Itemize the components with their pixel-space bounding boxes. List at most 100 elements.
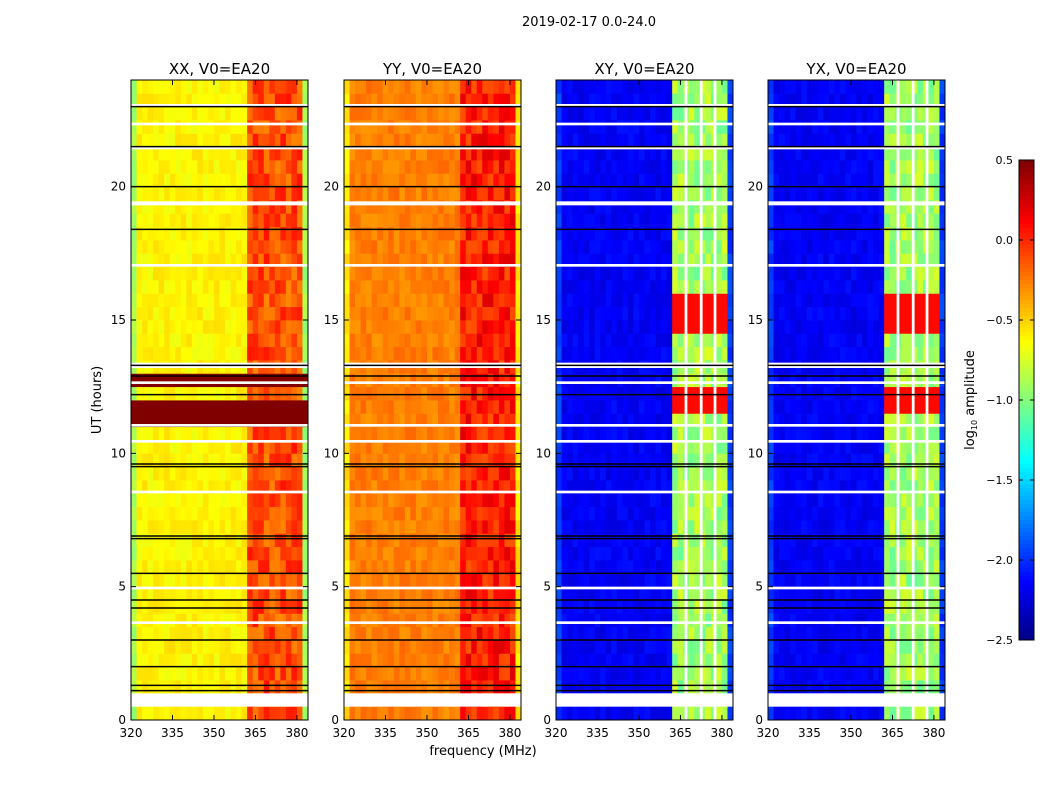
- heatmap-cell: [595, 427, 601, 441]
- heatmap-cell: [286, 600, 292, 614]
- heatmap-cell: [650, 333, 656, 347]
- heatmap-cell: [416, 547, 422, 561]
- heatmap-cell: [578, 640, 584, 654]
- heatmap-cell: [153, 493, 159, 507]
- heatmap-cell: [225, 213, 231, 227]
- heatmap-cell: [589, 680, 595, 694]
- heatmap-cell: [667, 267, 673, 281]
- heatmap-cell: [197, 680, 203, 694]
- heatmap-cell: [242, 187, 248, 201]
- heatmap-cell: [562, 173, 568, 187]
- heatmap-cell: [297, 560, 303, 574]
- heatmap-cell: [181, 280, 187, 294]
- heatmap-cell: [231, 560, 237, 574]
- heatmap-cell: [504, 173, 510, 187]
- heatmap-cell: [584, 213, 590, 227]
- heatmap-cell: [628, 387, 634, 401]
- heatmap-cell: [834, 667, 840, 681]
- heatmap-cell: [399, 467, 405, 481]
- heatmap-cell: [595, 293, 601, 307]
- heatmap-cell: [220, 573, 226, 587]
- heatmap-cell: [449, 187, 455, 201]
- heatmap-cell: [628, 160, 634, 174]
- heatmap-cell: [175, 107, 181, 121]
- heatmap-cell: [504, 320, 510, 334]
- heatmap-cell: [175, 573, 181, 587]
- heatmap-cell: [192, 307, 198, 321]
- heatmap-cell: [672, 320, 678, 334]
- heatmap-cell: [678, 120, 684, 134]
- heatmap-cell: [131, 427, 137, 441]
- heatmap-cell: [214, 107, 220, 121]
- heatmap-cell: [269, 320, 275, 334]
- heatmap-cell: [774, 680, 780, 694]
- heatmap-cell: [148, 573, 154, 587]
- heatmap-cell: [567, 520, 573, 534]
- heatmap-cell: [493, 240, 499, 254]
- heatmap-cell: [361, 520, 367, 534]
- heatmap-cell: [672, 560, 678, 574]
- heatmap-cell: [716, 213, 722, 227]
- heatmap-cell: [197, 333, 203, 347]
- heatmap-cell: [862, 680, 868, 694]
- heatmap-cell: [366, 600, 372, 614]
- heatmap-cell: [611, 293, 617, 307]
- heatmap-cell: [275, 613, 281, 627]
- heatmap-cell: [186, 280, 192, 294]
- heatmap-cell: [286, 507, 292, 521]
- heatmap-cell: [275, 707, 281, 721]
- heatmap-cell: [421, 213, 427, 227]
- heatmap-cell: [388, 347, 394, 361]
- heatmap-cell: [471, 613, 477, 627]
- heatmap-cell: [460, 453, 466, 467]
- heatmap-cell: [606, 520, 612, 534]
- heatmap-cell: [137, 613, 143, 627]
- heatmap-cell: [242, 453, 248, 467]
- heatmap-cell: [170, 667, 176, 681]
- heatmap-cell: [247, 600, 253, 614]
- heatmap-cell: [562, 293, 568, 307]
- heatmap-cell: [477, 507, 483, 521]
- heatmap-cell: [421, 347, 427, 361]
- heatmap-cell: [203, 160, 209, 174]
- heatmap-cell: [247, 213, 253, 227]
- heatmap-cell: [622, 547, 628, 561]
- heatmap-cell: [153, 213, 159, 227]
- heatmap-cell: [433, 547, 439, 561]
- heatmap-cell: [645, 320, 651, 334]
- heatmap-cell: [394, 453, 400, 467]
- heatmap-cell: [567, 187, 573, 201]
- heatmap-cell: [493, 573, 499, 587]
- heatmap-cell: [477, 267, 483, 281]
- heatmap-cell: [153, 627, 159, 641]
- heatmap-cell: [269, 280, 275, 294]
- heatmap-cell: [656, 240, 662, 254]
- heatmap-cell: [573, 600, 579, 614]
- heatmap-cell: [416, 120, 422, 134]
- heatmap-cell: [225, 613, 231, 627]
- heatmap-cell: [645, 707, 651, 721]
- heatmap-cell: [355, 333, 361, 347]
- heatmap-cell: [622, 307, 628, 321]
- heatmap-cell: [460, 213, 466, 227]
- heatmap-cell: [410, 133, 416, 147]
- heatmap-cell: [611, 707, 617, 721]
- heatmap-cell: [600, 280, 606, 294]
- heatmap-cell: [280, 627, 286, 641]
- heatmap-cell: [645, 267, 651, 281]
- heatmap-cell: [584, 467, 590, 481]
- heatmap-cell: [344, 680, 350, 694]
- heatmap-cell: [264, 240, 270, 254]
- heatmap-cell: [589, 293, 595, 307]
- heatmap-cell: [678, 387, 684, 401]
- heatmap-cell: [416, 293, 422, 307]
- heatmap-cell: [460, 400, 466, 414]
- heatmap-cell: [611, 453, 617, 467]
- heatmap-cell: [164, 627, 170, 641]
- heatmap-cell: [578, 507, 584, 521]
- heatmap-cell: [214, 160, 220, 174]
- heatmap-cell: [488, 107, 494, 121]
- heatmap-cell: [694, 160, 700, 174]
- heatmap-cell: [366, 627, 372, 641]
- heatmap-cell: [455, 400, 461, 414]
